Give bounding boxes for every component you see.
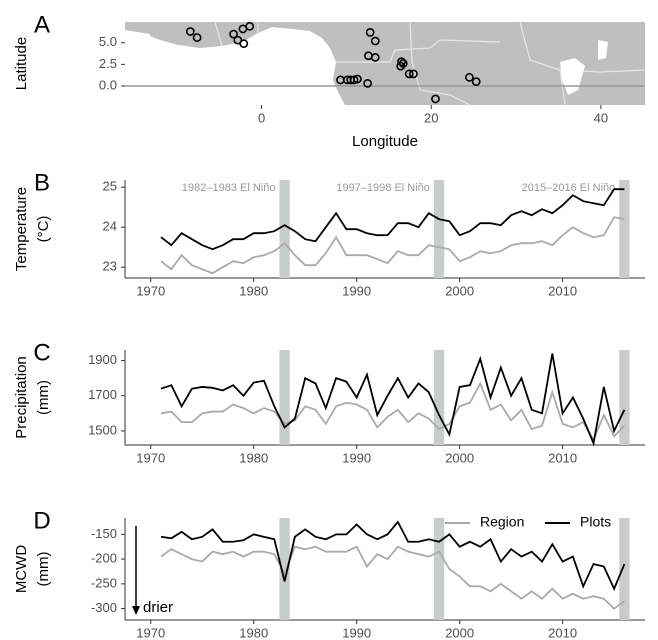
series-line bbox=[160, 520, 626, 592]
plot-point bbox=[353, 74, 362, 84]
y-axis-label: (mm) bbox=[35, 380, 52, 415]
x-tick-label: 1980 bbox=[239, 283, 268, 298]
y-axis-label: (mm) bbox=[35, 552, 52, 587]
x-tick-label: 1970 bbox=[136, 450, 165, 465]
plot-point bbox=[431, 94, 440, 104]
plot-point bbox=[245, 21, 255, 31]
series-line bbox=[160, 353, 626, 447]
series-line bbox=[160, 545, 625, 610]
series-line bbox=[160, 381, 626, 442]
y-tick-label: 23 bbox=[103, 259, 117, 274]
panel-letter: D bbox=[33, 507, 50, 534]
x-tick-label: 2000 bbox=[445, 450, 474, 465]
y-tick-label: 2.5 bbox=[99, 56, 117, 71]
x-tick-label: 2000 bbox=[445, 625, 474, 640]
y-axis-label: MCWD bbox=[13, 545, 30, 593]
plot-point bbox=[404, 69, 414, 79]
annotation-arrowhead bbox=[132, 606, 140, 615]
x-tick-label: 1980 bbox=[239, 450, 268, 465]
el-nino-band bbox=[619, 518, 630, 620]
x-tick-label: 0 bbox=[258, 110, 265, 125]
plot-point bbox=[409, 69, 418, 79]
x-axis-label: Longitude bbox=[352, 133, 418, 150]
map-land bbox=[125, 21, 646, 106]
x-tick-label: 1970 bbox=[136, 283, 165, 298]
border bbox=[559, 69, 566, 106]
y-tick-label: -300 bbox=[91, 600, 117, 615]
x-tick-label: 2010 bbox=[548, 625, 577, 640]
plot-point bbox=[229, 29, 238, 39]
el-nino-band bbox=[279, 518, 290, 620]
x-tick-label: 1980 bbox=[239, 625, 268, 640]
x-tick-label: 40 bbox=[594, 110, 608, 125]
panel-letter: A bbox=[34, 11, 50, 38]
annotation: drier bbox=[143, 599, 173, 616]
event-label: 2015–2016 El Niño bbox=[522, 182, 616, 194]
el-nino-band bbox=[619, 350, 630, 445]
plot-point bbox=[192, 33, 202, 42]
el-nino-band bbox=[279, 350, 290, 445]
y-axis-label: Temperature bbox=[13, 187, 30, 271]
y-axis-label: (°C) bbox=[35, 216, 52, 243]
x-tick-label: 1990 bbox=[342, 625, 371, 640]
plot-point bbox=[365, 27, 375, 37]
plot-point bbox=[370, 36, 380, 46]
plot-point bbox=[185, 27, 195, 36]
legend-label: Region bbox=[480, 514, 524, 530]
y-tick-label: 1900 bbox=[88, 352, 117, 367]
x-tick-label: 20 bbox=[424, 110, 438, 125]
lake bbox=[598, 40, 608, 60]
el-nino-band bbox=[619, 180, 630, 278]
plot-point bbox=[471, 77, 481, 87]
y-axis-label: Precipitation bbox=[13, 356, 30, 439]
legend-label: Plots bbox=[580, 514, 611, 530]
x-tick-label: 1990 bbox=[342, 450, 371, 465]
y-tick-label: 5.0 bbox=[99, 34, 117, 49]
plot-point bbox=[239, 39, 249, 49]
y-tick-label: 25 bbox=[103, 179, 117, 194]
x-tick-label: 1990 bbox=[342, 283, 371, 298]
el-nino-band bbox=[433, 350, 445, 445]
border bbox=[336, 39, 501, 63]
y-tick-label: 1700 bbox=[88, 387, 117, 402]
border bbox=[214, 21, 223, 47]
panel-letter: B bbox=[34, 169, 50, 196]
x-tick-label: 2000 bbox=[445, 283, 474, 298]
y-tick-label: -250 bbox=[91, 575, 117, 590]
el-nino-band bbox=[279, 180, 290, 278]
land bbox=[125, 22, 150, 34]
plot-point bbox=[465, 72, 474, 82]
plot-point bbox=[398, 59, 408, 68]
plot-point bbox=[396, 61, 406, 71]
y-tick-label: 0.0 bbox=[99, 77, 117, 92]
plot-point bbox=[363, 78, 373, 88]
el-nino-band bbox=[433, 518, 445, 620]
x-tick-label: 2010 bbox=[548, 283, 577, 298]
x-tick-label: 1970 bbox=[136, 625, 165, 640]
event-label: 1982–1983 El Niño bbox=[182, 182, 276, 194]
plot-point bbox=[370, 53, 380, 62]
y-tick-label: 24 bbox=[103, 219, 117, 234]
y-tick-label: -200 bbox=[91, 551, 117, 566]
series-line bbox=[160, 188, 625, 251]
series-line bbox=[160, 216, 625, 275]
y-tick-label: -150 bbox=[91, 526, 117, 541]
y-axis-label: Latitude bbox=[13, 37, 30, 90]
el-nino-band bbox=[433, 180, 445, 278]
y-tick-label: 1500 bbox=[88, 422, 117, 437]
x-tick-label: 2010 bbox=[548, 450, 577, 465]
border bbox=[409, 21, 471, 106]
panel-letter: C bbox=[33, 339, 50, 366]
event-label: 1997–1998 El Niño bbox=[336, 182, 430, 194]
plot-point bbox=[397, 57, 406, 67]
